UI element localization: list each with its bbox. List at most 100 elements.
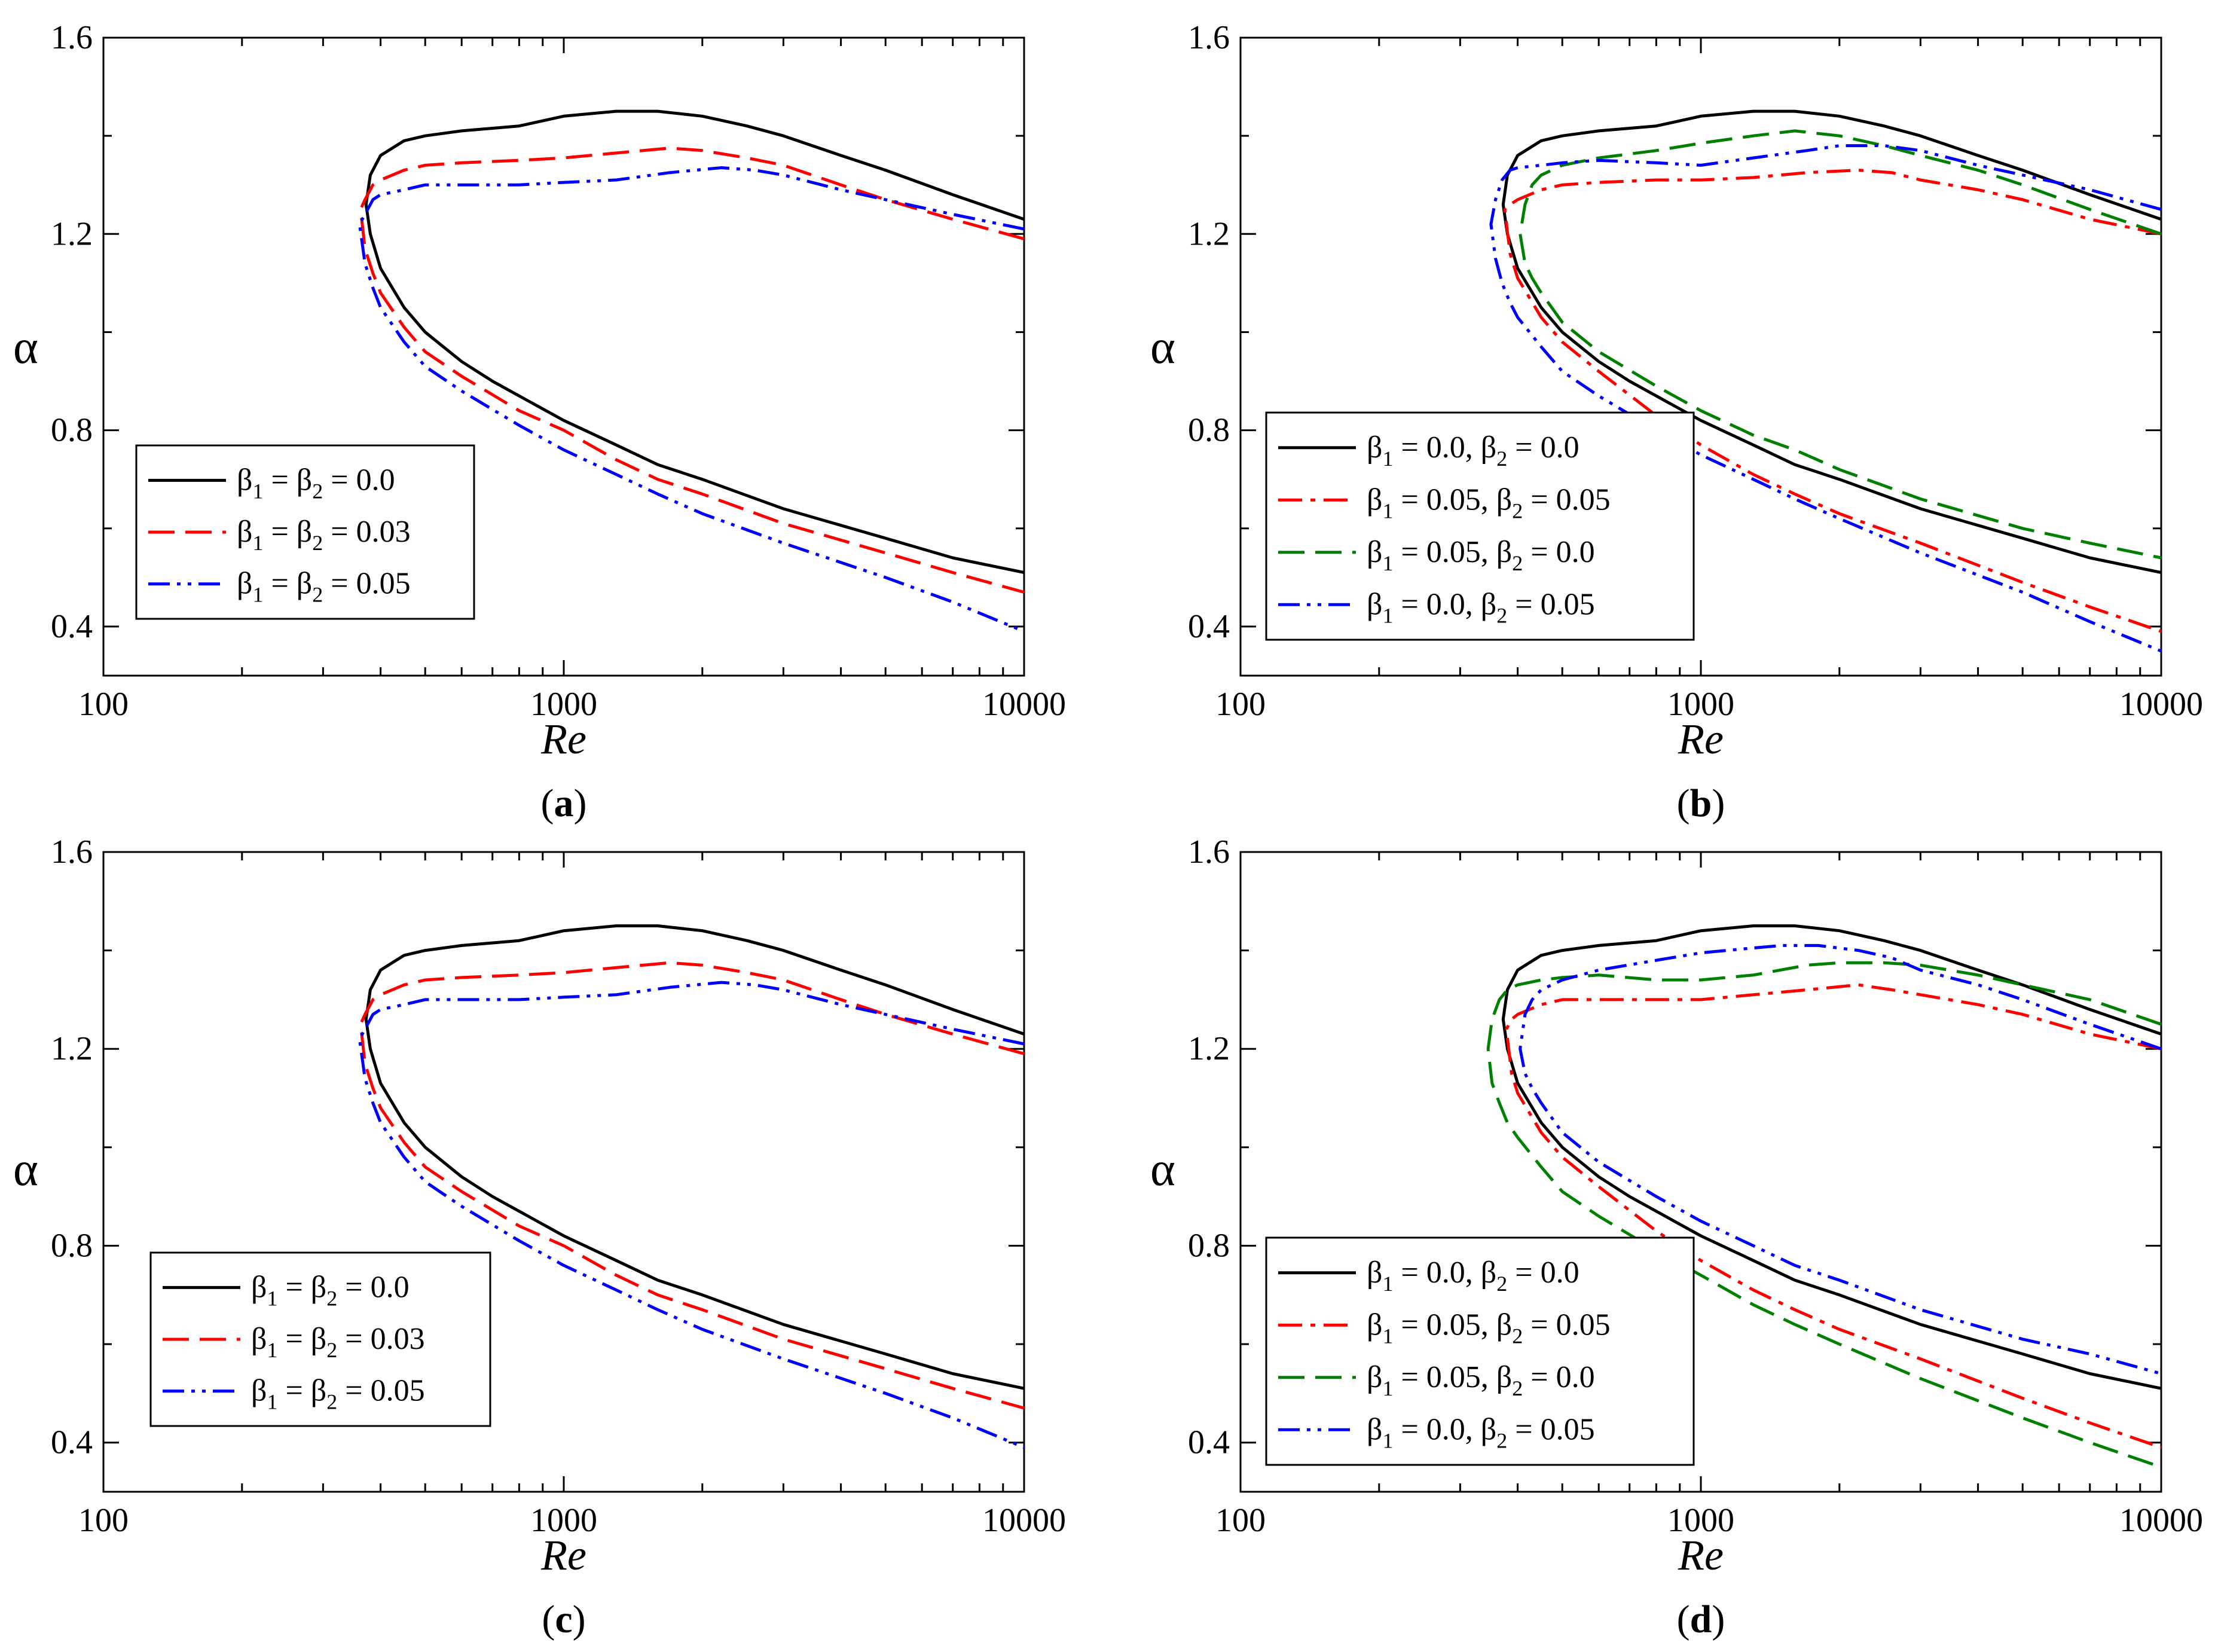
y-axis-title: α — [13, 1143, 38, 1196]
legend-subscript: 2 — [312, 531, 323, 555]
legend-text-part: 0.05 — [1556, 1308, 1611, 1342]
legend-text-part: β — [1496, 535, 1512, 569]
y-tick-label: 0.8 — [1188, 412, 1230, 449]
legend-text-part: β — [237, 515, 252, 549]
panel-label-open: ( — [541, 781, 554, 825]
legend-text-part: β — [1496, 1360, 1512, 1394]
legend-text-part: = — [277, 1374, 310, 1408]
legend-text-part: β — [1367, 1412, 1382, 1446]
legend-text-part: β — [1481, 1412, 1496, 1446]
legend-text-part: = — [323, 567, 356, 601]
y-tick-label: 0.8 — [1188, 1227, 1230, 1264]
y-tick-label: 1.2 — [1188, 215, 1230, 252]
legend-subscript: 1 — [1382, 1376, 1393, 1400]
y-tick-label: 1.2 — [1188, 1030, 1230, 1067]
legend-text-part: β — [237, 463, 252, 497]
legend-subscript: 2 — [326, 1286, 337, 1310]
legend-text-part: β — [1367, 1360, 1382, 1394]
x-tick-label: 1000 — [530, 1502, 597, 1539]
legend-text-part: β — [251, 1270, 267, 1304]
legend-label-0: β1 = 0.0, β2 = 0.0 — [1367, 1256, 1579, 1296]
x-axis-title: Re — [1678, 715, 1724, 763]
legend-label-0: β1 = 0.0, β2 = 0.0 — [1367, 430, 1579, 471]
legend-label-3: β1 = 0.0, β2 = 0.05 — [1367, 1412, 1595, 1452]
x-tick-label: 1000 — [1667, 1502, 1734, 1539]
legend-text-part: β — [297, 567, 312, 601]
y-tick-label: 0.4 — [51, 1424, 93, 1461]
legend-label-0: β1 = β2 = 0.0 — [251, 1270, 410, 1310]
legend-text-part: = 0.05, — [1393, 1308, 1496, 1342]
legend-text-part: 0.0 — [1556, 1360, 1595, 1394]
panel-label: (d) — [1677, 1598, 1725, 1641]
legend-text-part: β — [1496, 483, 1512, 517]
legend-subscript: 1 — [1382, 603, 1393, 627]
legend-text-part: β — [297, 463, 312, 497]
x-tick-label: 1000 — [530, 686, 597, 723]
legend-subscript: 1 — [252, 479, 263, 503]
series-line-0 — [364, 109, 1025, 575]
panel-label-open: ( — [1677, 1598, 1690, 1641]
panel-label: (c) — [542, 1598, 585, 1641]
y-tick-label: 1.6 — [1188, 19, 1230, 56]
legend-label-0: β1 = β2 = 0.0 — [237, 463, 395, 503]
legend-text-part: = — [337, 1270, 370, 1304]
panel-label-open: ( — [1677, 781, 1690, 825]
legend-text-part: β — [1481, 430, 1496, 465]
legend-subscript: 1 — [252, 531, 263, 555]
series-line-3 — [1519, 943, 2162, 1375]
legend-text-part: = — [263, 463, 296, 497]
panel-label-close: ) — [574, 781, 587, 825]
legend-subscript: 2 — [1496, 447, 1507, 471]
x-tick-label: 10000 — [982, 1502, 1066, 1539]
legend-text-part: = — [1523, 1308, 1556, 1342]
legend-text-part: β — [1367, 1256, 1382, 1290]
panel-label-close: ) — [573, 1598, 586, 1641]
legend-label-1: β1 = 0.05, β2 = 0.05 — [1367, 1308, 1611, 1348]
legend-text-part: = — [337, 1374, 370, 1408]
legend-text-part: = — [1507, 430, 1540, 465]
series-line-2 — [1486, 961, 2162, 1469]
x-axis-title: Re — [540, 1531, 586, 1579]
panel-label-close: ) — [1712, 781, 1725, 825]
legend-subscript: 1 — [1382, 551, 1393, 575]
legend-text-part: β — [251, 1322, 267, 1356]
panel-label-close: ) — [1712, 1598, 1725, 1641]
series-line-1 — [1505, 983, 2162, 1449]
y-tick-label: 0.4 — [1188, 1424, 1230, 1461]
legend-subscript: 2 — [1496, 603, 1507, 627]
legend-text-part: β — [1367, 1308, 1382, 1342]
y-tick-label: 1.6 — [51, 19, 93, 56]
y-tick-label: 0.8 — [51, 1227, 93, 1264]
legend-text-part: = — [1507, 1412, 1540, 1446]
series-line-1 — [1503, 169, 2162, 633]
y-axis-title: α — [13, 321, 38, 374]
legend-text-part: 0.05 — [1541, 587, 1595, 621]
legend-subscript: 2 — [312, 583, 323, 607]
legend-text-part: 0.0 — [356, 463, 395, 497]
legend-text-part: = 0.0, — [1393, 430, 1480, 465]
chart-panel-d: 0.4 0.8 1.2 1.6 100 1000 10000 Re α β1 = 0.0, β2 … — [1150, 833, 2203, 1641]
panel-label-letter: b — [1690, 781, 1712, 825]
legend-box — [1265, 1236, 1695, 1466]
legend-text-part: = 0.05, — [1393, 1360, 1496, 1394]
x-tick-label: 100 — [1215, 686, 1266, 723]
y-tick-label: 0.4 — [51, 608, 93, 645]
legend-text-part: 0.05 — [356, 567, 411, 601]
panel-label: (b) — [1677, 781, 1725, 825]
legend-text-part: = 0.0, — [1393, 587, 1480, 621]
legend-text-part: 0.03 — [371, 1322, 425, 1356]
y-tick-label: 0.4 — [1188, 608, 1230, 645]
panel-label: (a) — [541, 781, 587, 825]
legend-text-part: β — [1481, 587, 1496, 621]
legend-text-part: = 0.05, — [1393, 535, 1496, 569]
y-tick-label: 1.2 — [51, 1030, 93, 1067]
legend-text-part: = 0.0, — [1393, 1256, 1480, 1290]
legend-label-1: β1 = β2 = 0.03 — [237, 515, 411, 555]
legend-subscript: 2 — [1496, 1272, 1507, 1296]
x-tick-label: 10000 — [2119, 1502, 2203, 1539]
